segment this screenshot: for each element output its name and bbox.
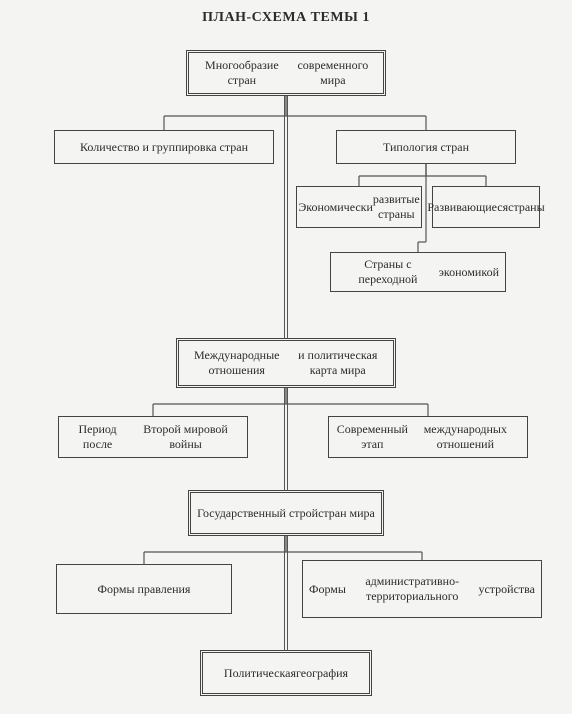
node-gov_forms: Формы правления — [56, 564, 232, 614]
node-count_group: Количество и группировка стран — [54, 130, 274, 164]
node-typology: Типология стран — [336, 130, 516, 164]
node-intl: Международные отношенияи политическая ка… — [176, 338, 396, 388]
node-developing: Развивающиесястраны — [432, 186, 540, 228]
diagram-title: ПЛАН-СХЕМА ТЕМЫ 1 — [0, 10, 572, 26]
diagram-canvas: ПЛАН-СХЕМА ТЕМЫ 1 Многообразие странсовр… — [0, 0, 572, 714]
node-gov_system: Государственный стройстран мира — [188, 490, 384, 536]
node-root: Многообразие странсовременного мира — [186, 50, 386, 96]
node-polit_geo: Политическаягеография — [200, 650, 372, 696]
node-econ_dev: Экономическиразвитые страны — [296, 186, 422, 228]
node-postww2: Период послеВторой мировой войны — [58, 416, 248, 458]
node-admin_forms: Формыадминистративно-территориальногоуст… — [302, 560, 542, 618]
node-transition: Страны с переходнойэкономикой — [330, 252, 506, 292]
node-modern_stage: Современный этапмеждународных отношений — [328, 416, 528, 458]
